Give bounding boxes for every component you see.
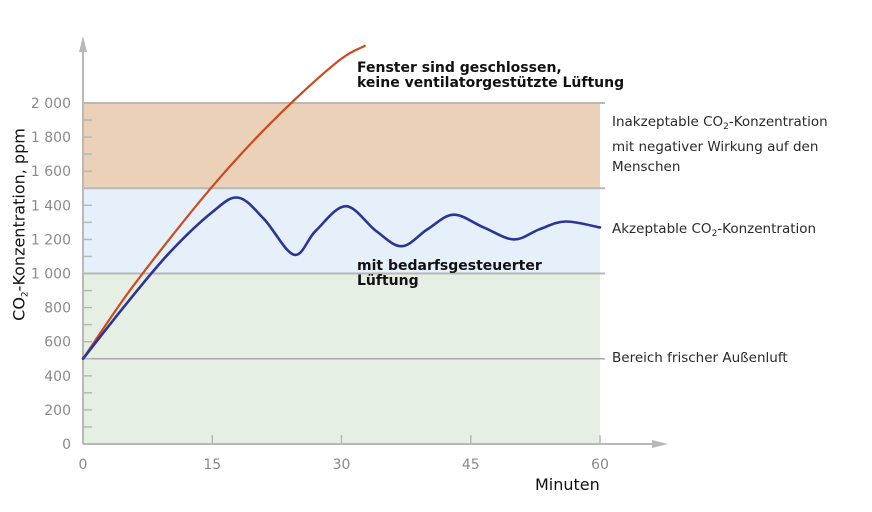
- series-label-demand-ventilation: mit bedarfsgesteuerter Lüftung: [357, 258, 542, 289]
- x-axis-label: Minuten: [535, 475, 600, 494]
- series-line-0: [81, 44, 366, 360]
- x-tick-label: 45: [462, 457, 480, 473]
- y-tick-label: 1 600: [31, 164, 71, 180]
- x-tick-label: 60: [591, 457, 609, 473]
- x-tick-label: 30: [333, 457, 351, 473]
- y-tick-label: 200: [44, 403, 71, 419]
- x-tick-label: 0: [79, 457, 88, 473]
- series-line-1: [81, 196, 602, 361]
- y-tick-label: 1 800: [31, 130, 71, 146]
- y-tick-label: 400: [44, 369, 71, 385]
- band-label-unacceptable: Inakzeptable CO2-Konzentration mit negat…: [612, 114, 828, 175]
- series-label-closed-windows: Fenster sind geschlossen, keine ventilat…: [357, 60, 625, 91]
- band-0: [83, 103, 600, 189]
- y-axis-arrow: [79, 36, 87, 52]
- y-tick-label: 600: [44, 335, 71, 351]
- y-tick-label: 1 000: [31, 267, 71, 283]
- band-1: [83, 188, 600, 274]
- x-tick-label: 15: [203, 457, 221, 473]
- y-tick-label: 1 200: [31, 232, 71, 248]
- reference-line-label: Bereich frischer Außenluft: [612, 350, 788, 366]
- y-axis-label: CO2-Konzentration, ppm: [9, 128, 31, 321]
- y-tick-label: 2 000: [31, 96, 71, 112]
- y-tick-label: 800: [44, 301, 71, 317]
- y-tick-label: 0: [62, 437, 71, 453]
- y-tick-label: 1 400: [31, 198, 71, 214]
- band-label-acceptable: Akzeptable CO2-Konzentration: [612, 221, 817, 239]
- x-axis-arrow: [652, 440, 668, 448]
